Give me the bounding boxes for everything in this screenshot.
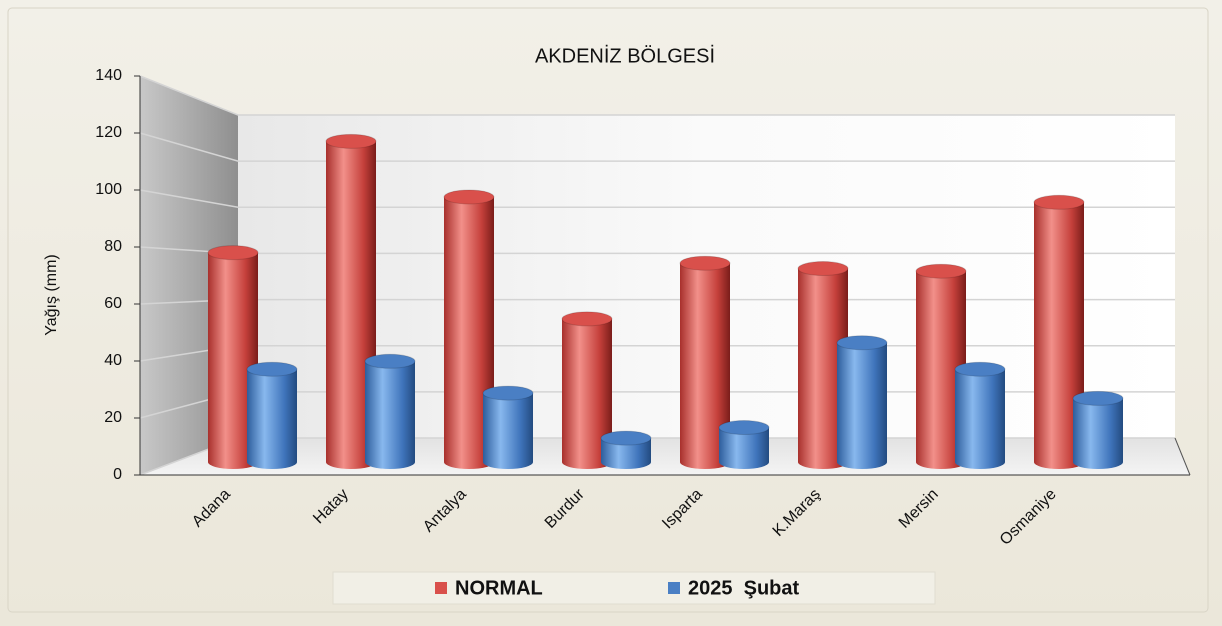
bar-top (364, 353, 416, 369)
grid-line (139, 132, 1175, 162)
bar-top (1072, 390, 1124, 406)
y-tick-label: 80 (104, 238, 122, 255)
bar-top (797, 261, 849, 277)
bar-body (365, 361, 415, 462)
grid-line (139, 75, 1175, 116)
y-tick-label: 20 (104, 409, 122, 426)
chart-title: AKDENİZ BÖLGESİ (535, 44, 715, 67)
bar-body (955, 369, 1005, 462)
frame (7, 7, 1209, 613)
legend-swatch (668, 582, 680, 594)
bar (246, 361, 298, 469)
y-tick-label: 100 (95, 181, 122, 198)
y-tick-label: 60 (104, 295, 122, 312)
bar-top (1033, 194, 1085, 210)
grid-line (139, 189, 1175, 209)
legend-label: 2025 Şubat (688, 577, 800, 599)
legend-label: NORMAL (455, 577, 543, 599)
bar-top (679, 255, 731, 271)
bar-top (561, 311, 613, 327)
bar-top (718, 420, 770, 436)
bar-top (443, 189, 495, 205)
bar (482, 385, 534, 469)
bar (954, 361, 1006, 469)
floor (140, 438, 1190, 475)
bar (600, 430, 652, 469)
floor-edge (1174, 437, 1191, 476)
y-tick-label: 120 (95, 124, 122, 141)
legend (332, 571, 936, 605)
bar-top (836, 335, 888, 351)
bar (836, 335, 888, 469)
bar (325, 133, 377, 469)
bar-top (915, 263, 967, 279)
bar-body (483, 393, 533, 462)
bar-top (325, 133, 377, 149)
bar-top (600, 430, 652, 446)
bar-top (482, 385, 534, 401)
bar-body (247, 369, 297, 462)
bar-body (837, 342, 887, 462)
bar (718, 420, 770, 469)
legend-swatch (435, 582, 447, 594)
y-tick-label: 0 (113, 466, 122, 483)
bar-top (246, 361, 298, 377)
bar-top (954, 361, 1006, 377)
y-axis-label: Yağış (mm) (43, 254, 60, 335)
y-tick-label: 40 (104, 352, 122, 369)
bar-top (207, 245, 259, 261)
y-tick-label: 140 (95, 67, 122, 84)
bar (1072, 390, 1124, 469)
bar (364, 353, 416, 469)
bar-body (1073, 398, 1123, 462)
